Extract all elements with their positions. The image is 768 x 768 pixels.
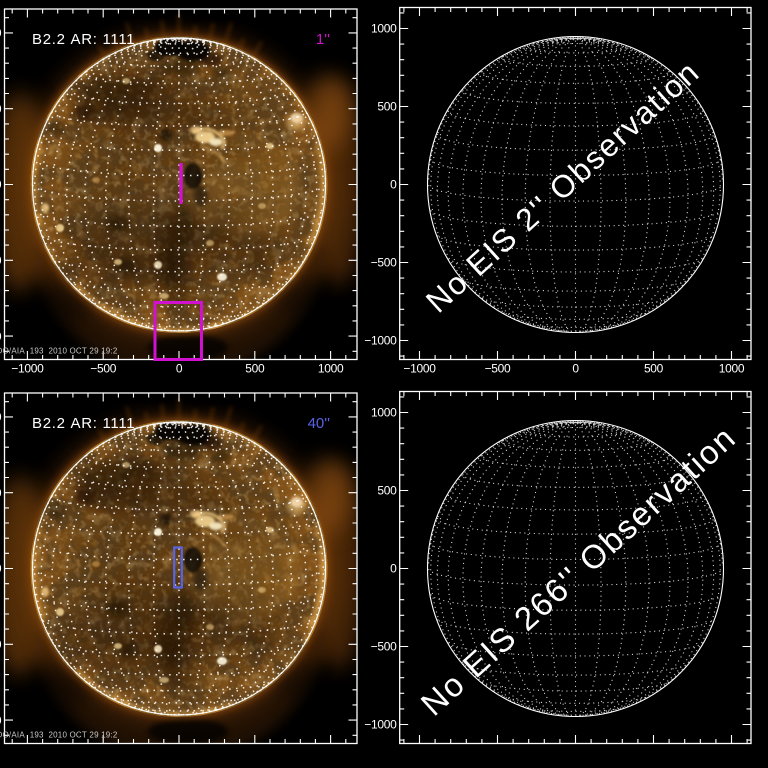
svg-text:1000: 1000 — [0, 410, 2, 424]
svg-text:B2.2 AR: 1111: B2.2 AR: 1111 — [32, 415, 135, 432]
svg-text:−1000: −1000 — [0, 713, 2, 727]
svg-text:−1000: −1000 — [403, 362, 436, 376]
svg-text:500: 500 — [377, 100, 397, 114]
svg-text:−500: −500 — [371, 640, 397, 654]
svg-text:0: 0 — [572, 362, 579, 376]
svg-text:1000: 1000 — [318, 362, 344, 376]
svg-text:0: 0 — [176, 362, 183, 376]
svg-text:−1000: −1000 — [364, 718, 397, 732]
svg-text:SDO/AIA 193 2010 OCT 29 19:2: SDO/AIA 193 2010 OCT 29 19:2 — [0, 347, 118, 356]
svg-text:1000: 1000 — [719, 362, 745, 376]
svg-text:SDO/AIA 193 2010 OCT 29 19:2: SDO/AIA 193 2010 OCT 29 19:2 — [0, 731, 118, 740]
svg-text:B2.2 AR: 1111: B2.2 AR: 1111 — [32, 31, 135, 48]
svg-text:40'': 40'' — [308, 415, 331, 432]
svg-text:−500: −500 — [90, 362, 116, 376]
svg-text:−1000: −1000 — [364, 334, 397, 348]
svg-text:500: 500 — [245, 362, 265, 376]
svg-text:500: 500 — [377, 484, 397, 498]
svg-text:1'': 1'' — [316, 31, 330, 48]
svg-text:0: 0 — [0, 178, 2, 192]
svg-text:500: 500 — [644, 362, 664, 376]
svg-text:500: 500 — [0, 486, 2, 500]
svg-text:500: 500 — [0, 102, 2, 116]
svg-text:1000: 1000 — [371, 406, 397, 420]
svg-text:0: 0 — [390, 178, 397, 192]
svg-text:1000: 1000 — [371, 22, 397, 36]
svg-text:−1000: −1000 — [0, 329, 2, 343]
svg-text:−500: −500 — [0, 254, 2, 268]
svg-text:−500: −500 — [371, 256, 397, 270]
svg-text:−500: −500 — [485, 362, 511, 376]
svg-text:1000: 1000 — [0, 26, 2, 40]
svg-text:−500: −500 — [0, 638, 2, 652]
svg-text:0: 0 — [0, 562, 2, 576]
svg-text:−1000: −1000 — [11, 362, 44, 376]
svg-text:0: 0 — [390, 562, 397, 576]
